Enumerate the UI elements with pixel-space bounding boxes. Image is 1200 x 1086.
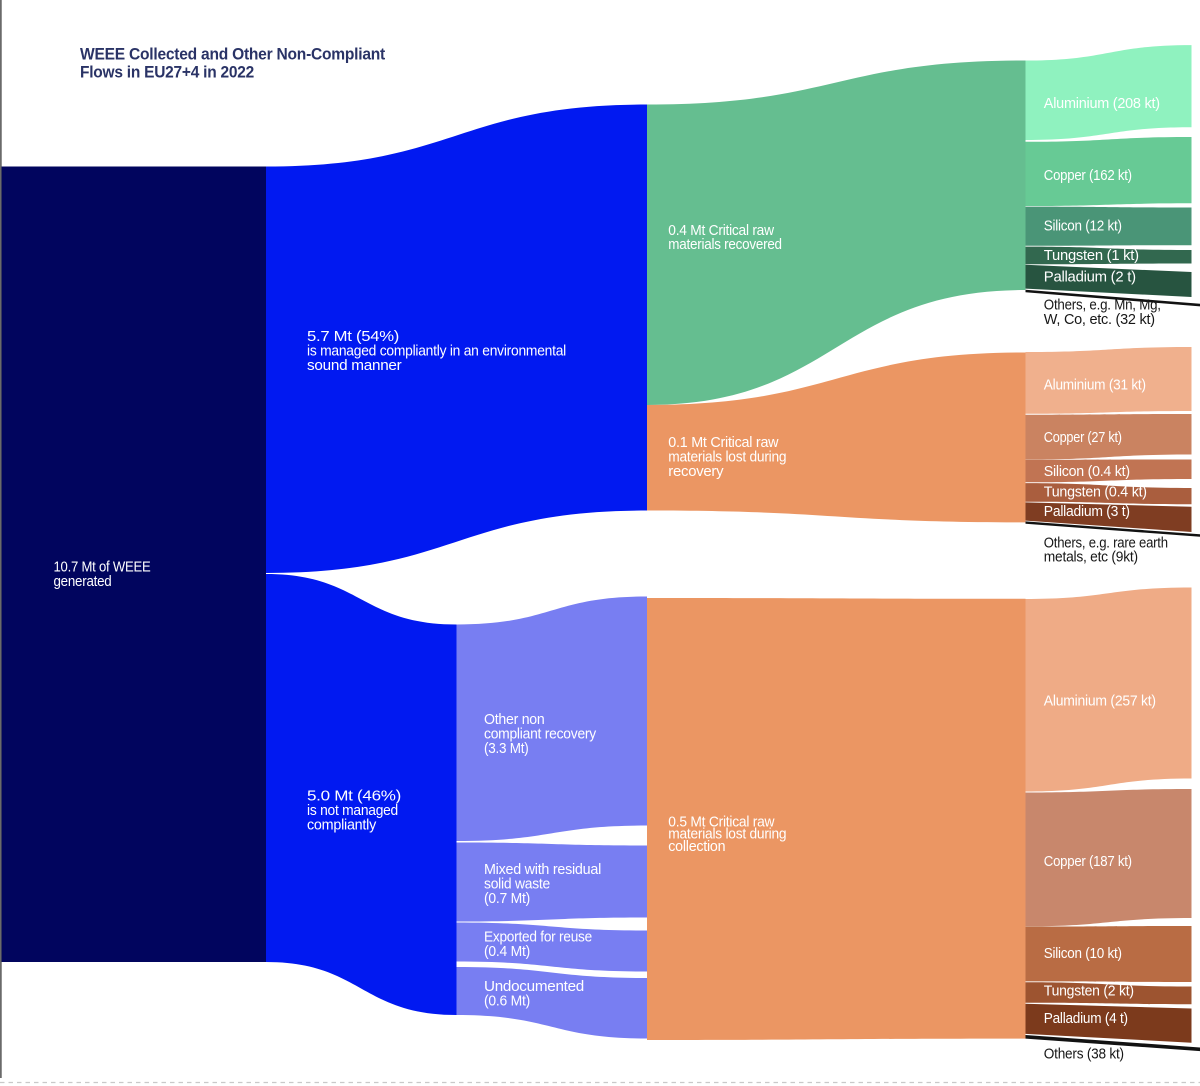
svg-text:Tungsten (0.4 kt): Tungsten (0.4 kt)	[1044, 485, 1147, 501]
svg-text:sound manner: sound manner	[307, 358, 402, 374]
svg-text:Flows in EU27+4 in 2022: Flows in EU27+4 in 2022	[80, 64, 254, 82]
svg-text:Mixed with residual: Mixed with residual	[484, 862, 601, 878]
svg-text:compliantly: compliantly	[307, 818, 377, 834]
svg-text:Aluminium (31 kt): Aluminium (31 kt)	[1044, 377, 1146, 393]
svg-text:WEEE Collected and Other Non-C: WEEE Collected and Other Non-Compliant	[80, 46, 386, 64]
svg-text:Copper (162 kt): Copper (162 kt)	[1044, 168, 1132, 184]
svg-text:5.7 Mt (54%): 5.7 Mt (54%)	[307, 329, 399, 345]
svg-text:solid waste: solid waste	[484, 877, 550, 893]
svg-text:Copper (27 kt): Copper (27 kt)	[1044, 430, 1122, 446]
svg-text:Undocumented: Undocumented	[484, 979, 584, 995]
svg-text:5.0 Mt (46%): 5.0 Mt (46%)	[307, 788, 401, 804]
svg-text:Palladium (4 t): Palladium (4 t)	[1044, 1011, 1128, 1027]
svg-text:materials recovered: materials recovered	[668, 237, 782, 253]
svg-text:(0.6 Mt): (0.6 Mt)	[484, 994, 530, 1010]
svg-text:0.5 Mt Critical raw: 0.5 Mt Critical raw	[668, 815, 775, 831]
svg-text:materials lost during: materials lost during	[668, 450, 786, 466]
svg-text:W, Co, etc. (32 kt): W, Co, etc. (32 kt)	[1044, 312, 1155, 328]
svg-text:metals, etc (9kt): metals, etc (9kt)	[1044, 549, 1138, 565]
svg-text:10.7 Mt of WEEE: 10.7 Mt of WEEE	[54, 560, 151, 576]
svg-text:generated: generated	[54, 574, 112, 590]
svg-text:(0.7 Mt): (0.7 Mt)	[484, 891, 530, 907]
svg-text:(0.4 Mt): (0.4 Mt)	[484, 944, 530, 960]
svg-text:(3.3 Mt): (3.3 Mt)	[484, 741, 529, 757]
svg-text:compliant recovery: compliant recovery	[484, 727, 597, 743]
svg-text:Tungsten (2 kt): Tungsten (2 kt)	[1044, 984, 1134, 1000]
svg-text:collection: collection	[668, 839, 725, 855]
svg-text:Others, e.g. Mn, Mg,: Others, e.g. Mn, Mg,	[1044, 297, 1161, 313]
svg-text:Aluminium (208 kt): Aluminium (208 kt)	[1044, 96, 1160, 112]
svg-text:is managed compliantly in an e: is managed compliantly in an environment…	[307, 344, 566, 360]
svg-text:materials lost during: materials lost during	[668, 827, 786, 843]
svg-text:is not managed: is not managed	[307, 803, 398, 819]
svg-text:Others, e.g. rare earth: Others, e.g. rare earth	[1044, 535, 1168, 551]
svg-text:Exported for reuse: Exported for reuse	[484, 929, 592, 945]
svg-text:Silicon (0.4 kt): Silicon (0.4 kt)	[1044, 464, 1130, 480]
svg-text:Others (38 kt): Others (38 kt)	[1044, 1047, 1124, 1063]
svg-text:recovery: recovery	[668, 464, 724, 480]
svg-text:Silicon (10 kt): Silicon (10 kt)	[1044, 946, 1122, 962]
svg-text:Palladium (3 t): Palladium (3 t)	[1044, 504, 1130, 520]
svg-text:0.4 Mt Critical raw: 0.4 Mt Critical raw	[668, 223, 774, 239]
svg-text:Copper (187 kt): Copper (187 kt)	[1044, 854, 1132, 870]
svg-text:Aluminium (257 kt): Aluminium (257 kt)	[1044, 693, 1156, 709]
svg-text:Palladium (2 t): Palladium (2 t)	[1044, 270, 1136, 286]
svg-text:0.1 Mt Critical raw: 0.1 Mt Critical raw	[668, 435, 779, 451]
svg-text:Tungsten (1 kt): Tungsten (1 kt)	[1044, 248, 1139, 264]
svg-text:Silicon (12 kt): Silicon (12 kt)	[1044, 218, 1122, 234]
svg-text:Other non: Other non	[484, 712, 545, 728]
